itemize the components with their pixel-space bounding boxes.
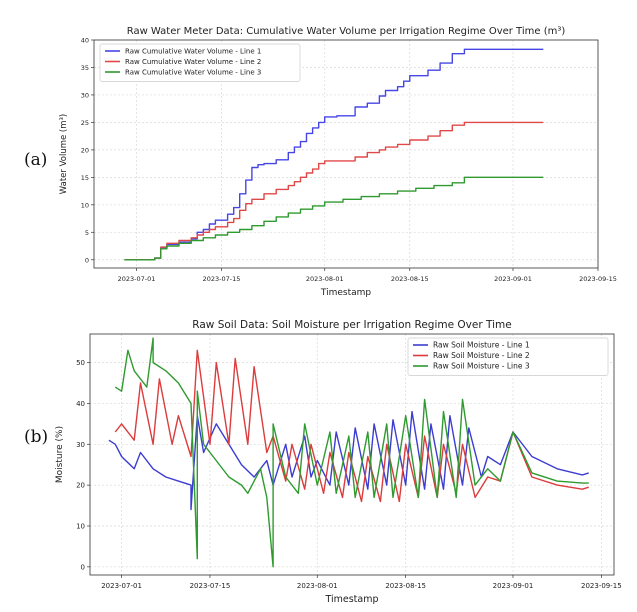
- y-tick-label: 10: [76, 522, 85, 530]
- series-line-1: [124, 48, 544, 261]
- x-tick-label: 2023-09-15: [579, 275, 617, 283]
- y-tick-label: 40: [81, 37, 89, 45]
- x-tick-label: 2023-09-01: [493, 582, 534, 590]
- x-tick-label: 2023-08-15: [385, 582, 426, 590]
- y-axis-label: Moisture (%): [55, 426, 65, 483]
- x-tick-label: 2023-07-01: [118, 275, 156, 283]
- y-tick-label: 10: [81, 201, 89, 209]
- y-tick-label: 0: [85, 256, 89, 264]
- x-tick-label: 2023-08-01: [297, 582, 338, 590]
- legend-label-2: Raw Soil Moisture - Line 2: [433, 351, 530, 360]
- x-tick-label: 2023-09-01: [494, 275, 532, 283]
- series-line-2: [114, 349, 589, 503]
- plot-frame: [93, 39, 599, 269]
- series-line-2: [124, 121, 544, 261]
- y-tick-label: 0: [81, 563, 85, 571]
- y-tick-label: 15: [81, 174, 89, 182]
- x-tick-label: 2023-07-01: [101, 582, 142, 590]
- legend-label-2: Raw Cumulative Water Volume - Line 2: [125, 58, 261, 66]
- y-tick-label: 5: [85, 229, 89, 237]
- y-tick-label: 30: [81, 91, 89, 99]
- panel-label-b: (b): [24, 427, 49, 447]
- y-tick-label: 35: [81, 64, 89, 72]
- series-line-3: [114, 337, 589, 568]
- legend-label-1: Raw Cumulative Water Volume - Line 1: [125, 48, 261, 56]
- y-tick-label: 20: [76, 482, 85, 490]
- series-line-1: [108, 410, 589, 511]
- y-tick-label: 50: [76, 359, 85, 367]
- x-axis-label: Timestamp: [320, 288, 372, 298]
- x-tick-label: 2023-07-15: [190, 582, 231, 590]
- panel-label-a: (a): [24, 150, 48, 170]
- chart-cumulative-water-volume: 0 5 10 15 20 25 30 35 40 2023-07-01 2023-07-15 2023…: [59, 26, 617, 298]
- x-tick-label: 2023-09-15: [581, 582, 622, 590]
- y-tick-label: 30: [76, 441, 85, 449]
- legend-label-1: Raw Soil Moisture - Line 1: [433, 341, 530, 350]
- x-tick-label: 2023-08-15: [391, 275, 429, 283]
- legend-label-3: Raw Soil Moisture - Line 3: [433, 362, 530, 371]
- y-axis-label: Water Volume (m³): [59, 114, 69, 194]
- y-tick-label: 25: [81, 119, 89, 127]
- legend-box: [407, 337, 609, 376]
- legend-box: [99, 43, 301, 82]
- x-axis-label: Timestamp: [324, 594, 378, 605]
- plot-frame: [89, 333, 615, 576]
- chart-soil-moisture: 0 10 20 30 40 50 2023-07-01 2023-07-15 2023-08-0…: [55, 319, 622, 605]
- chart-title: Raw Soil Data: Soil Moisture per Irrigat…: [192, 319, 511, 331]
- chart-title: Raw Water Meter Data: Cumulative Water V…: [127, 26, 566, 37]
- y-tick-label: 20: [81, 146, 89, 154]
- x-tick-label: 2023-07-15: [203, 275, 241, 283]
- legend-label-3: Raw Cumulative Water Volume - Line 3: [125, 69, 261, 77]
- series-line-3: [124, 176, 544, 261]
- y-tick-label: 40: [76, 400, 85, 408]
- x-tick-label: 2023-08-01: [306, 275, 344, 283]
